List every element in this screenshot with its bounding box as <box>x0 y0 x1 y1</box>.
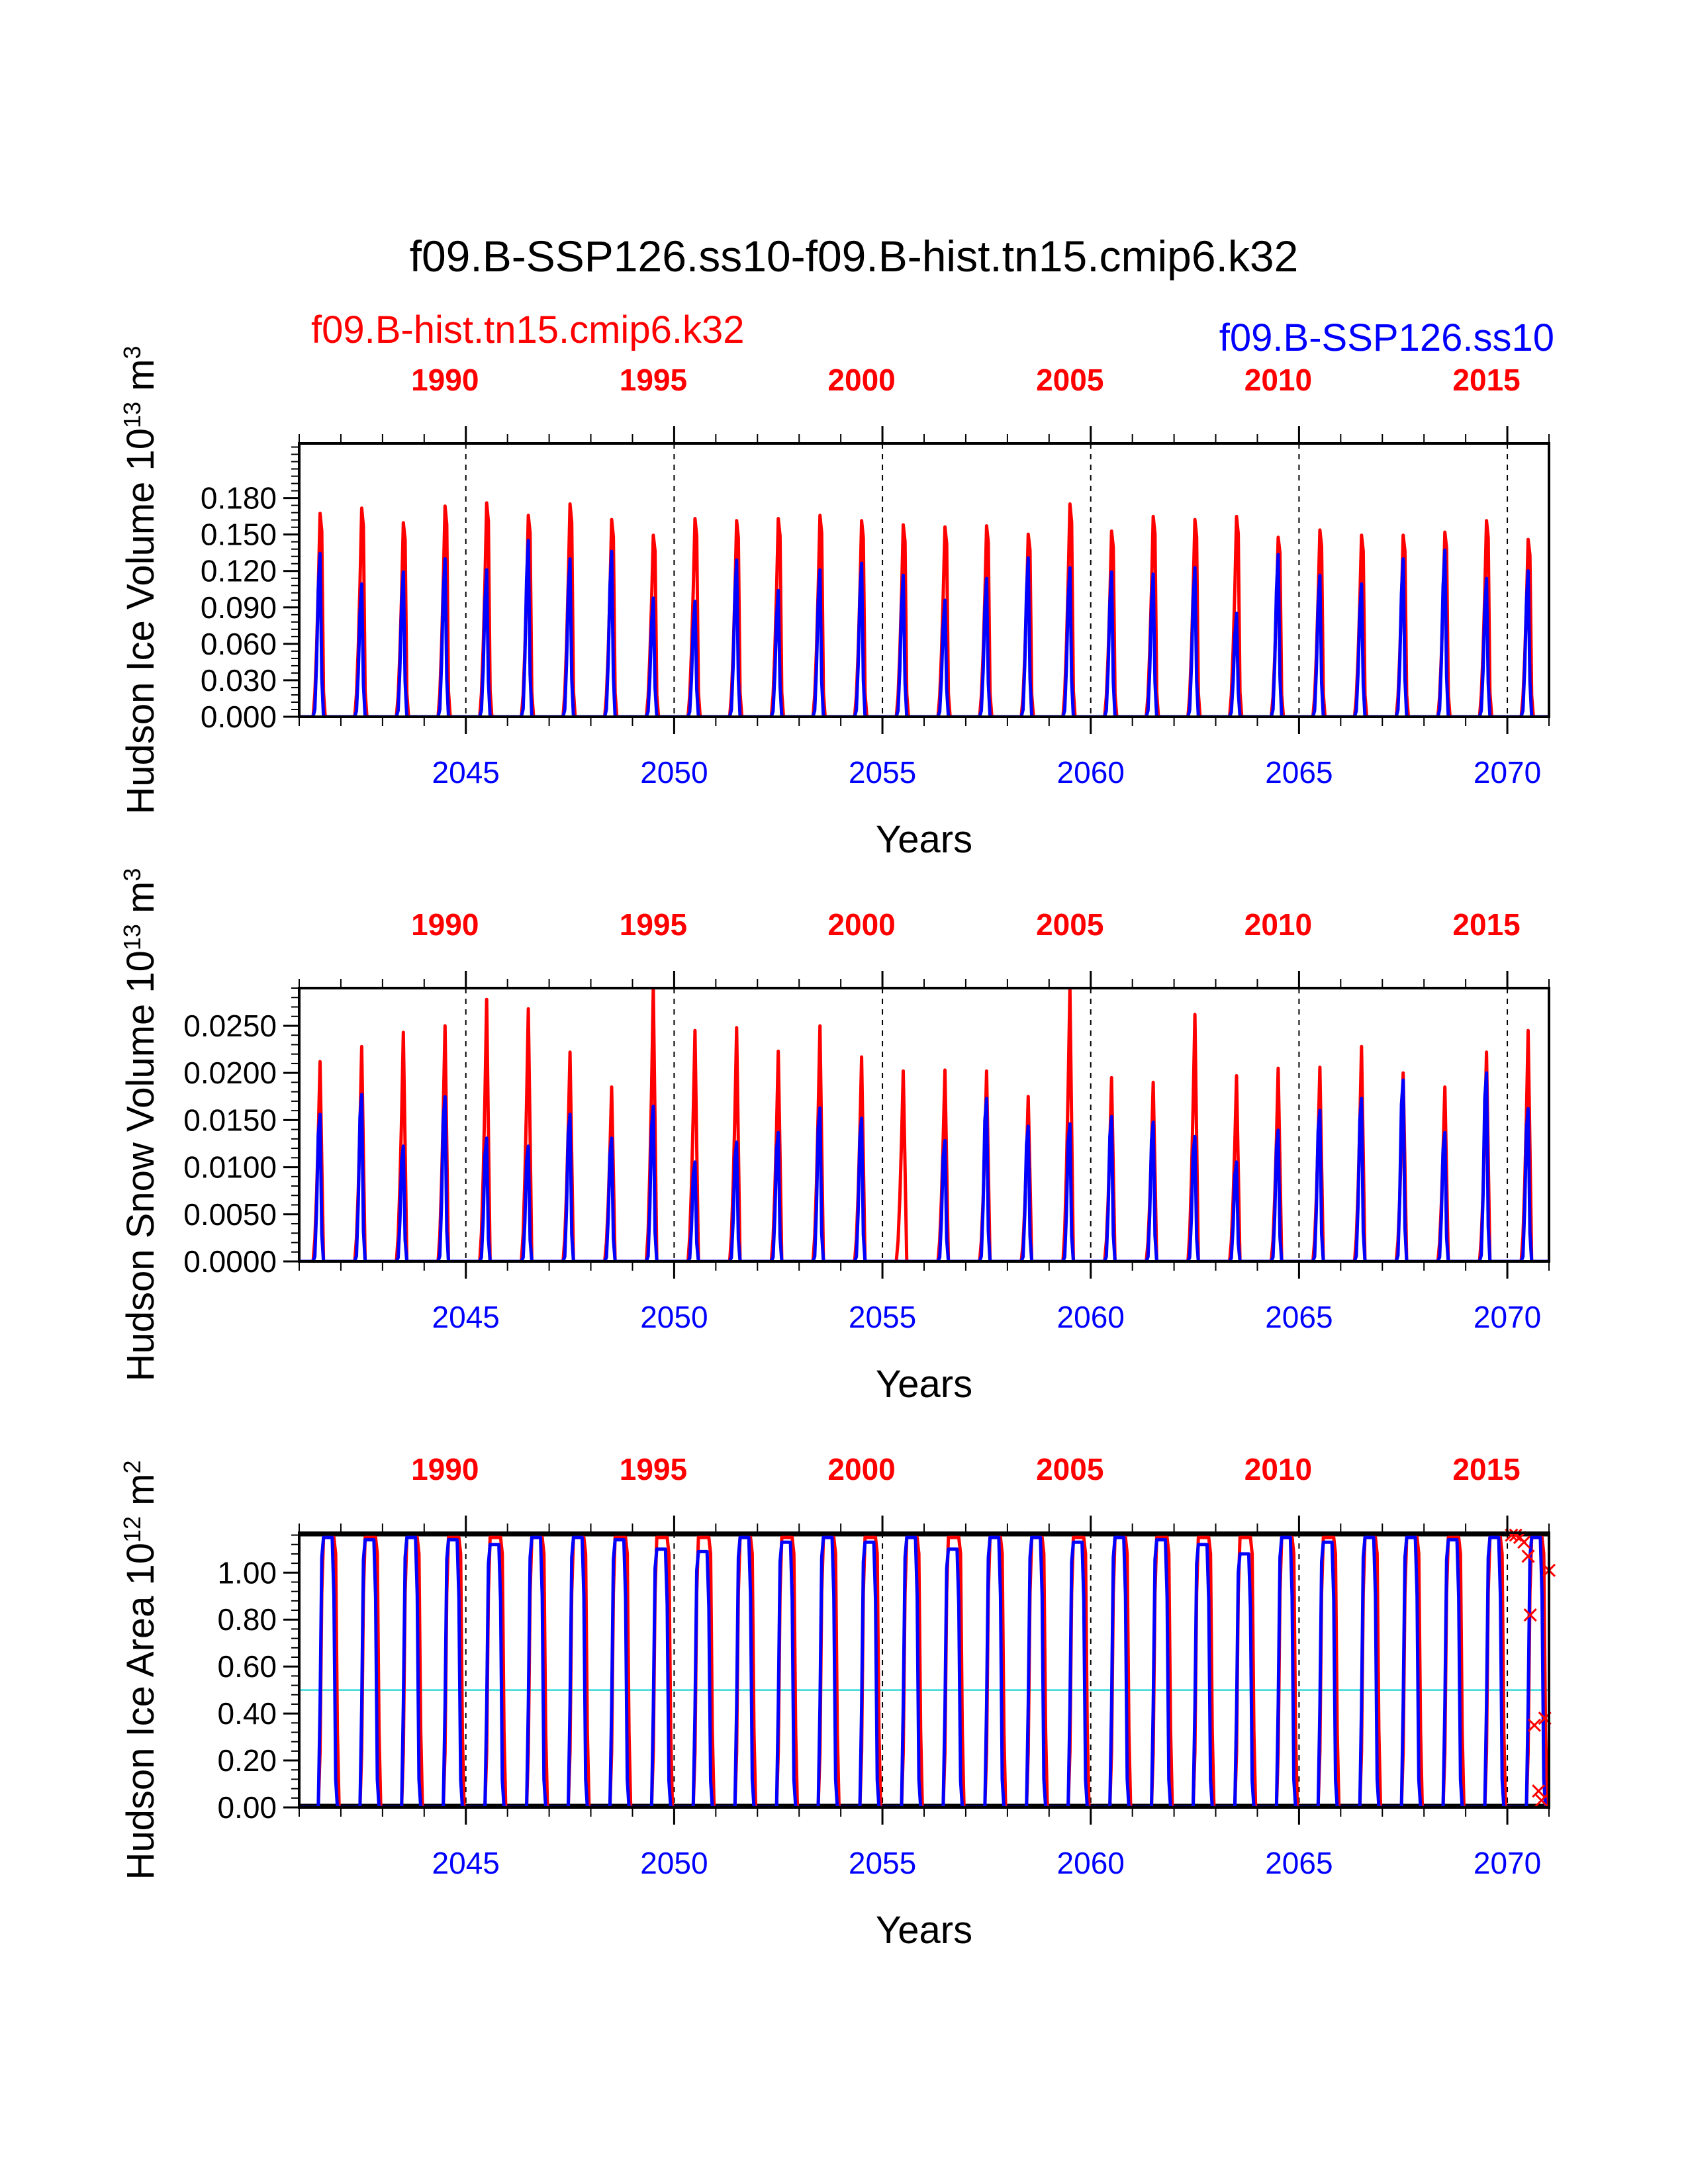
y-tick-label: 0.40 <box>217 1696 277 1731</box>
x-bottom-tick-label: 2070 <box>1474 1846 1541 1880</box>
x-top-tick-label: 2015 <box>1452 1452 1520 1486</box>
y-tick-label: 0.090 <box>201 590 277 625</box>
x-bottom-tick-label: 2055 <box>849 755 916 790</box>
x-axis-label: Years <box>876 818 972 861</box>
x-bottom-tick-label: 2050 <box>640 1300 708 1334</box>
x-top-tick-label: 2005 <box>1036 1452 1103 1486</box>
x-bottom-tick-label: 2060 <box>1057 1846 1125 1880</box>
x-axis-label: Years <box>876 1363 972 1406</box>
x-bottom-tick-label: 2065 <box>1265 755 1333 790</box>
chart-panel-2: 0.0000 0.0050 0.0100 0.0150 0.0200 0.0250 2045… <box>118 868 1550 1406</box>
y-tick-label: 0.0100 <box>183 1150 277 1185</box>
y-axis-label: Hudson Ice Area 1012 m2 <box>118 1461 163 1880</box>
x-top-tick-label: 2010 <box>1244 907 1312 942</box>
x-top-tick-label: 1995 <box>620 907 687 942</box>
x-top-tick-label: 2010 <box>1244 363 1312 397</box>
y-tick-label: 0.0200 <box>183 1056 277 1090</box>
y-tick-label: 0.0150 <box>183 1103 277 1137</box>
x-bottom-tick-label: 2065 <box>1265 1846 1333 1880</box>
x-bottom-tick-label: 2060 <box>1057 755 1125 790</box>
x-bottom-tick-label: 2065 <box>1265 1300 1333 1334</box>
y-tick-label: 0.060 <box>201 627 277 661</box>
data-marker <box>1527 1718 1542 1732</box>
y-axis-label: Hudson Ice Volume 1013 m3 <box>118 345 163 814</box>
y-tick-label: 0.0250 <box>183 1009 277 1043</box>
x-top-tick-label: 1990 <box>411 363 479 397</box>
x-bottom-tick-label: 2045 <box>432 1846 500 1880</box>
legend-ssp: f09.B-SSP126.ss10 <box>1219 316 1554 359</box>
y-tick-label: 1.00 <box>217 1555 277 1590</box>
x-top-tick-label: 2010 <box>1244 1452 1312 1486</box>
x-top-tick-label: 1995 <box>620 1452 687 1486</box>
chart-panel-3: 0.00 0.20 0.40 0.60 0.80 1.00 2045 2050 2055 2060… <box>118 1452 1556 1952</box>
legend-hist: f09.B-hist.tn15.cmip6.k32 <box>311 308 744 351</box>
y-axis-label: Hudson Snow Volume 1013 m3 <box>118 868 163 1382</box>
x-top-tick-label: 2005 <box>1036 363 1103 397</box>
x-top-tick-label: 2000 <box>827 363 895 397</box>
y-tick-label: 0.0000 <box>183 1244 277 1279</box>
x-bottom-tick-label: 2055 <box>849 1300 916 1334</box>
data-marker <box>1523 1608 1537 1622</box>
series-line-ssp <box>299 1535 1549 1807</box>
y-tick-label: 0.60 <box>217 1649 277 1684</box>
x-top-tick-label: 2015 <box>1452 363 1520 397</box>
y-tick-label: 0.20 <box>217 1743 277 1778</box>
y-tick-label: 0.120 <box>201 554 277 588</box>
x-top-tick-label: 2015 <box>1452 907 1520 942</box>
y-tick-label: 0.000 <box>201 700 277 734</box>
x-bottom-tick-label: 2070 <box>1474 755 1541 790</box>
x-bottom-tick-label: 2045 <box>432 1300 500 1334</box>
x-bottom-tick-label: 2050 <box>640 755 708 790</box>
x-bottom-tick-label: 2070 <box>1474 1300 1541 1334</box>
x-bottom-tick-label: 2055 <box>849 1846 916 1880</box>
x-top-tick-label: 1995 <box>620 363 687 397</box>
x-bottom-tick-label: 2060 <box>1057 1300 1125 1334</box>
x-axis-label: Years <box>876 1909 972 1952</box>
x-bottom-tick-label: 2050 <box>640 1846 708 1880</box>
y-tick-label: 0.180 <box>201 481 277 516</box>
y-tick-label: 0.030 <box>201 663 277 698</box>
data-marker <box>1532 1784 1546 1798</box>
x-top-tick-label: 2000 <box>827 907 895 942</box>
x-top-tick-label: 2005 <box>1036 907 1103 942</box>
x-top-tick-label: 2000 <box>827 1452 895 1486</box>
data-marker <box>1521 1549 1535 1563</box>
data-marker <box>1517 1535 1531 1549</box>
x-top-tick-label: 1990 <box>411 907 479 942</box>
x-top-tick-label: 1990 <box>411 1452 479 1486</box>
figure-title: f09.B-SSP126.ss10-f09.B-hist.tn15.cmip6.… <box>410 232 1299 281</box>
y-tick-label: 0.80 <box>217 1602 277 1637</box>
y-tick-label: 0.150 <box>201 518 277 552</box>
y-tick-label: 0.00 <box>217 1790 277 1825</box>
x-bottom-tick-label: 2045 <box>432 755 500 790</box>
y-tick-label: 0.0050 <box>183 1197 277 1232</box>
data-marker <box>1534 1794 1548 1807</box>
